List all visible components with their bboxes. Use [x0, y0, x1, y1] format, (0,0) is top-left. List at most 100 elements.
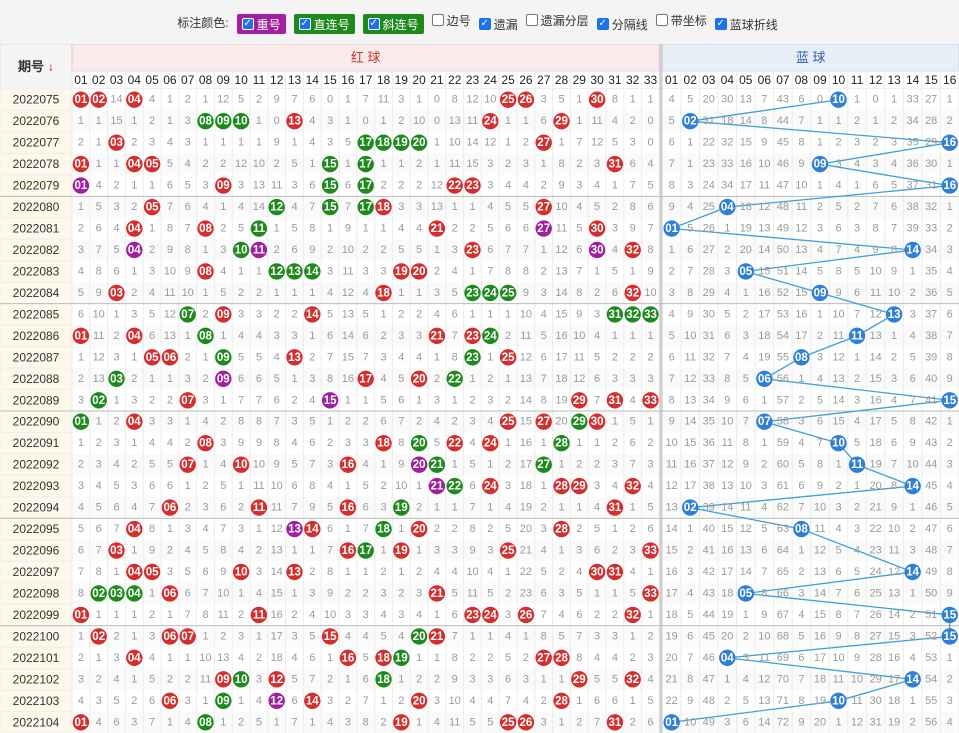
period-number: 2022077	[13, 136, 60, 150]
miss-count: 5	[78, 287, 84, 299]
miss-count: 8	[669, 394, 675, 406]
miss-count: 3	[380, 351, 386, 363]
miss-count: 2	[185, 437, 191, 449]
miss-count: 3	[309, 587, 315, 599]
miss-count: 1	[487, 630, 493, 642]
miss-count: 3	[487, 394, 493, 406]
ball-number: 24	[484, 609, 497, 621]
ball-number: 15	[943, 395, 956, 407]
miss-count: 5	[630, 416, 636, 428]
red-number-header-26: 26	[519, 73, 533, 87]
miss-count: 4	[891, 394, 897, 406]
miss-count: 5	[256, 351, 262, 363]
ball-number: 15	[943, 631, 956, 643]
miss-count: 6	[363, 673, 369, 685]
miss-count: 1	[612, 180, 618, 192]
ball	[811, 284, 829, 302]
checkbox-checked-icon[interactable]: ✓	[298, 18, 311, 30]
toggle-option-2[interactable]: ✓ 斜连号	[362, 14, 424, 34]
miss-count: 2	[798, 566, 804, 578]
miss-count: 32	[703, 351, 715, 363]
checkbox-checked-icon[interactable]: ✓	[714, 18, 727, 30]
miss-count: 5	[469, 716, 475, 728]
miss-count: 5	[380, 394, 386, 406]
miss-count: 4	[612, 244, 618, 256]
checkbox-unchecked-icon[interactable]	[525, 14, 538, 26]
miss-count: 6	[724, 330, 730, 342]
blue-number-header-05: 05	[739, 73, 753, 87]
ball	[737, 263, 755, 280]
miss-count: 1	[202, 695, 208, 707]
ball-number: 08	[199, 266, 212, 278]
miss-count: 7	[398, 416, 404, 428]
toggle-option-5[interactable]: 遗漏分层	[525, 10, 589, 30]
miss-count: 6	[669, 137, 675, 149]
ball-number: 29	[573, 481, 586, 493]
miss-count: 4	[854, 416, 860, 428]
miss-count: 21	[666, 673, 678, 685]
miss-count: 4	[202, 523, 208, 535]
miss-count: 3	[798, 587, 804, 599]
ball-number: 12	[270, 674, 283, 686]
ball-number: 04	[128, 223, 141, 235]
ball	[517, 606, 535, 624]
miss-count: 4	[434, 716, 440, 728]
toggle-option-8[interactable]: ✓ 蓝球折线	[714, 14, 778, 34]
toggle-option-1[interactable]: ✓ 直连号	[293, 14, 355, 34]
miss-count: 19	[814, 695, 826, 707]
miss-count: 1	[380, 695, 386, 707]
ball-number: 15	[324, 202, 337, 214]
miss-count: 6	[113, 716, 119, 728]
miss-count: 7	[576, 265, 582, 277]
ball	[126, 241, 143, 259]
miss-count: 5	[854, 265, 860, 277]
ball	[108, 370, 125, 387]
miss-count: 11	[556, 223, 567, 235]
ball-number: 04	[128, 94, 141, 106]
miss-count: 7	[854, 609, 860, 621]
ball-number: 16	[342, 545, 355, 557]
ball-number: 10	[235, 245, 248, 257]
miss-count: 4	[910, 330, 916, 342]
miss-count: 1	[576, 695, 582, 707]
miss-count: 9	[910, 437, 916, 449]
table-row	[72, 690, 959, 712]
toggle-option-6[interactable]: ✓ 分隔线	[596, 14, 648, 34]
toggle-option-4[interactable]: ✓ 遗漏	[478, 14, 518, 34]
toggle-option-label: 分隔线	[611, 17, 648, 32]
checkbox-unchecked-icon[interactable]	[431, 14, 444, 26]
ball-number: 18	[377, 137, 390, 149]
checkbox-checked-icon[interactable]: ✓	[241, 18, 254, 30]
ball	[464, 327, 481, 345]
miss-count: 8	[891, 480, 897, 492]
miss-count: 46	[777, 158, 789, 170]
ball	[321, 392, 339, 409]
miss-count: 1	[380, 545, 386, 557]
checkbox-checked-icon[interactable]: ✓	[478, 18, 491, 30]
checkbox-checked-icon[interactable]: ✓	[367, 18, 380, 30]
miss-count: 17	[271, 630, 283, 642]
ball	[126, 155, 143, 173]
ball	[517, 714, 535, 731]
miss-count: 3	[327, 265, 333, 277]
toggle-option-7[interactable]: 带坐标	[655, 10, 707, 30]
miss-count: 0	[647, 115, 653, 127]
miss-count: 2	[558, 566, 564, 578]
miss-count: 16	[342, 373, 354, 385]
miss-count: 50	[777, 244, 789, 256]
toggle-option-0[interactable]: ✓ 重号	[236, 14, 286, 34]
toggle-option-3[interactable]: 边号	[431, 10, 471, 30]
miss-count: 8	[309, 223, 315, 235]
blue-number-header-10: 10	[832, 73, 846, 87]
red-number-header-11: 11	[253, 73, 266, 87]
toggle-option-label: 蓝球折线	[729, 17, 778, 32]
miss-count: 2	[854, 115, 860, 127]
checkbox-checked-icon[interactable]: ✓	[596, 18, 609, 30]
miss-count: 6	[398, 394, 404, 406]
miss-count: 3	[487, 545, 493, 557]
miss-count: 8	[505, 265, 511, 277]
ball-number: 27	[537, 459, 550, 471]
table-row	[72, 604, 959, 626]
checkbox-unchecked-icon[interactable]	[655, 14, 668, 26]
miss-count: 6	[113, 265, 119, 277]
